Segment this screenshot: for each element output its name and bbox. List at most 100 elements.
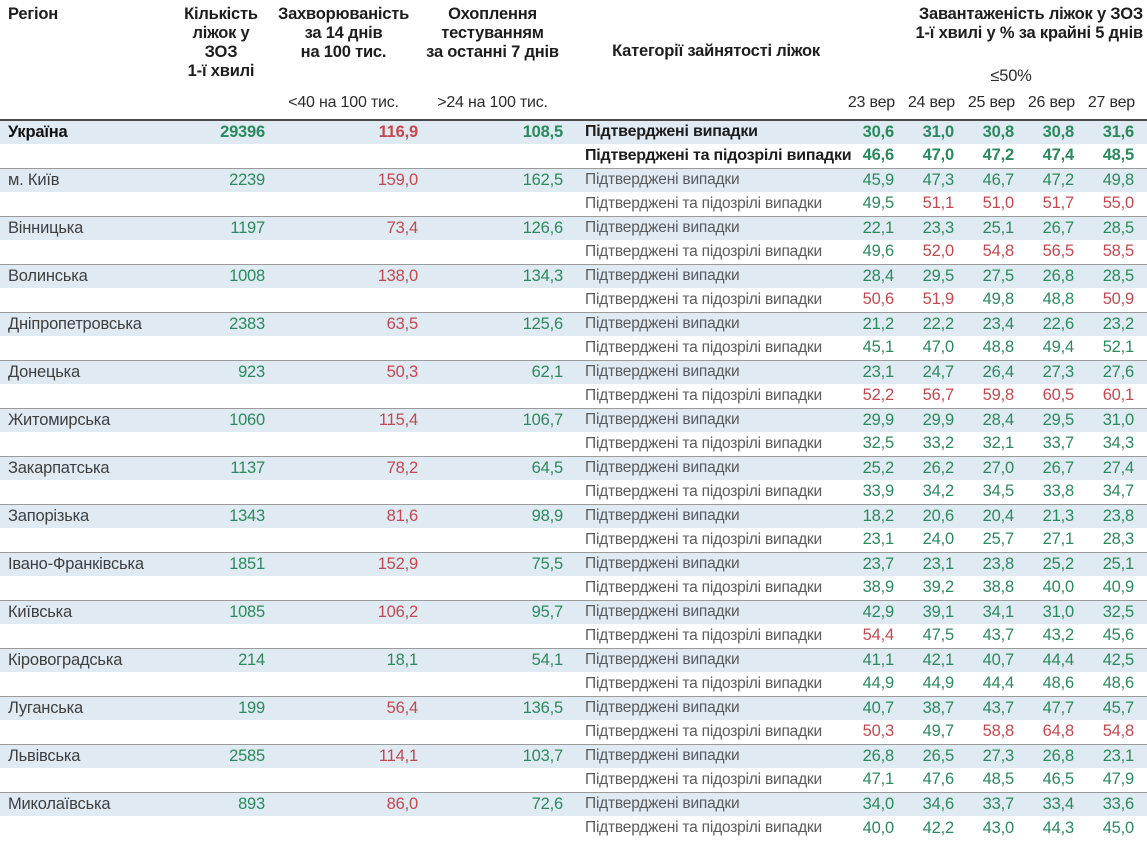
- empty-cell: [267, 720, 420, 744]
- empty-cell: [420, 336, 565, 360]
- category-label-confirmed: Підтверджені випадки: [565, 311, 847, 336]
- occupancy-value: 26,2: [907, 455, 967, 480]
- empty-cell: [0, 144, 175, 168]
- empty-cell: [0, 624, 175, 648]
- occupancy-value: 26,7: [1027, 455, 1087, 480]
- empty-cell: [267, 768, 420, 792]
- header-threshold: ≤50%: [990, 67, 1032, 86]
- header-coverage-criteria: >24 на 100 тис.: [437, 94, 548, 112]
- occupancy-value: 27,1: [1042, 530, 1075, 549]
- region-row-confirmed: Волинська 1008 138,0 134,3 Підтверджені випа…: [0, 263, 1147, 288]
- occupancy-value: 47,4: [1042, 146, 1075, 165]
- occupancy-value: 49,4: [1042, 338, 1075, 357]
- incidence-value: 86,0: [267, 791, 420, 816]
- occupancy-value: 23,7: [847, 551, 907, 576]
- occupancy-value: 33,4: [1027, 791, 1087, 816]
- empty-cell: [420, 528, 565, 552]
- occupancy-value: 51,9: [922, 290, 955, 309]
- occupancy-value: 23,1: [862, 530, 895, 549]
- occupancy-value: 23,2: [1087, 311, 1147, 336]
- occupancy-value: 47,2: [982, 146, 1015, 165]
- coverage-value: 98,9: [420, 503, 565, 528]
- empty-cell: [0, 336, 175, 360]
- occupancy-value: 58,8: [982, 722, 1015, 741]
- occupancy-value: 26,5: [907, 743, 967, 768]
- occupancy-value: 46,6: [862, 146, 895, 165]
- occupancy-value: 56,5: [1042, 242, 1075, 261]
- empty-cell: [175, 672, 267, 696]
- coverage-value: 134,3: [420, 263, 565, 288]
- empty-cell: [175, 480, 267, 504]
- occupancy-value: 47,0: [922, 146, 955, 165]
- category-label-confirmed: Підтверджені випадки: [565, 599, 847, 624]
- region-row-confirmed: Житомирська 1060 115,4 106,7 Підтверджені ви…: [0, 407, 1147, 432]
- occupancy-value: 52,1: [1102, 338, 1135, 357]
- region-name: м. Київ: [0, 167, 175, 192]
- occupancy-value: 25,1: [967, 215, 1027, 240]
- region-name: Волинська: [0, 263, 175, 288]
- occupancy-value: 51,7: [1042, 194, 1075, 213]
- occupancy-value: 27,3: [967, 743, 1027, 768]
- occupancy-value: 28,4: [967, 407, 1027, 432]
- occupancy-value: 43,0: [982, 818, 1015, 837]
- occupancy-value: 47,6: [922, 770, 955, 789]
- region-row-confirmed: Київська 1085 106,2 95,7 Підтверджені випадк…: [0, 599, 1147, 624]
- occupancy-value: 27,0: [967, 455, 1027, 480]
- empty-cell: [175, 432, 267, 456]
- beds-count: 893: [175, 791, 267, 816]
- category-label-confirmed: Підтверджені випадки: [565, 119, 847, 144]
- occupancy-value: 25,7: [982, 530, 1015, 549]
- empty-cell: [267, 480, 420, 504]
- coverage-value: 95,7: [420, 599, 565, 624]
- incidence-value: 18,1: [267, 647, 420, 672]
- occupancy-value: 47,0: [922, 338, 955, 357]
- region-row-confirmed-suspected: Підтверджені та підозрілі випадки 47,1 47,…: [0, 768, 1147, 792]
- empty-cell: [267, 384, 420, 408]
- region-row-confirmed: Україна 29396 116,9 108,5 Підтверджені випад…: [0, 119, 1147, 144]
- occupancy-value: 24,7: [907, 359, 967, 384]
- category-label-confirmed-suspected: Підтверджені та підозрілі випадки: [585, 386, 822, 404]
- empty-cell: [0, 240, 175, 264]
- empty-cell: [0, 384, 175, 408]
- coverage-value: 103,7: [420, 743, 565, 768]
- beds-count: 214: [175, 647, 267, 672]
- empty-cell: [0, 720, 175, 744]
- occupancy-value: 34,0: [847, 791, 907, 816]
- occupancy-value: 49,8: [1087, 167, 1147, 192]
- occupancy-value: 40,9: [1102, 578, 1135, 597]
- category-label-confirmed-suspected: Підтверджені та підозрілі випадки: [585, 338, 822, 356]
- category-label-confirmed-suspected: Підтверджені та підозрілі випадки: [585, 626, 822, 644]
- occupancy-value: 23,3: [907, 215, 967, 240]
- category-label-confirmed: Підтверджені випадки: [565, 167, 847, 192]
- occupancy-value: 40,0: [862, 818, 895, 837]
- occupancy-value: 34,2: [922, 482, 955, 501]
- occupancy-value: 58,5: [1102, 242, 1135, 261]
- empty-cell: [420, 720, 565, 744]
- empty-cell: [175, 720, 267, 744]
- category-label-confirmed: Підтверджені випадки: [565, 407, 847, 432]
- occupancy-value: 33,6: [1087, 791, 1147, 816]
- region-row-confirmed-suspected: Підтверджені та підозрілі випадки 32,5 33,…: [0, 432, 1147, 456]
- occupancy-value: 25,2: [1027, 551, 1087, 576]
- region-name: Івано-Франківська: [0, 551, 175, 576]
- occupancy-value: 45,6: [1102, 626, 1135, 645]
- occupancy-value: 26,7: [1027, 215, 1087, 240]
- occupancy-value: 52,0: [922, 242, 955, 261]
- occupancy-value: 38,8: [982, 578, 1015, 597]
- region-row-confirmed-suspected: Підтверджені та підозрілі випадки 50,6 51,…: [0, 288, 1147, 312]
- header-date-2: 24 вер: [907, 94, 955, 112]
- occupancy-value: 34,5: [982, 482, 1015, 501]
- occupancy-value: 46,5: [1042, 770, 1075, 789]
- region-row-confirmed-suspected: Підтверджені та підозрілі випадки 45,1 47,…: [0, 336, 1147, 360]
- region-name: Кіровоградська: [0, 647, 175, 672]
- coverage-value: 125,6: [420, 311, 565, 336]
- header-spacer: [267, 62, 420, 88]
- occupancy-value: 47,3: [907, 167, 967, 192]
- table-body: Україна 29396 116,9 108,5 Підтверджені випад…: [0, 119, 1147, 840]
- empty-cell: [267, 432, 420, 456]
- header-spacer: [420, 62, 565, 88]
- coverage-value: 162,5: [420, 167, 565, 192]
- beds-count: 1343: [175, 503, 267, 528]
- empty-cell: [420, 432, 565, 456]
- region-name: Миколаївська: [0, 791, 175, 816]
